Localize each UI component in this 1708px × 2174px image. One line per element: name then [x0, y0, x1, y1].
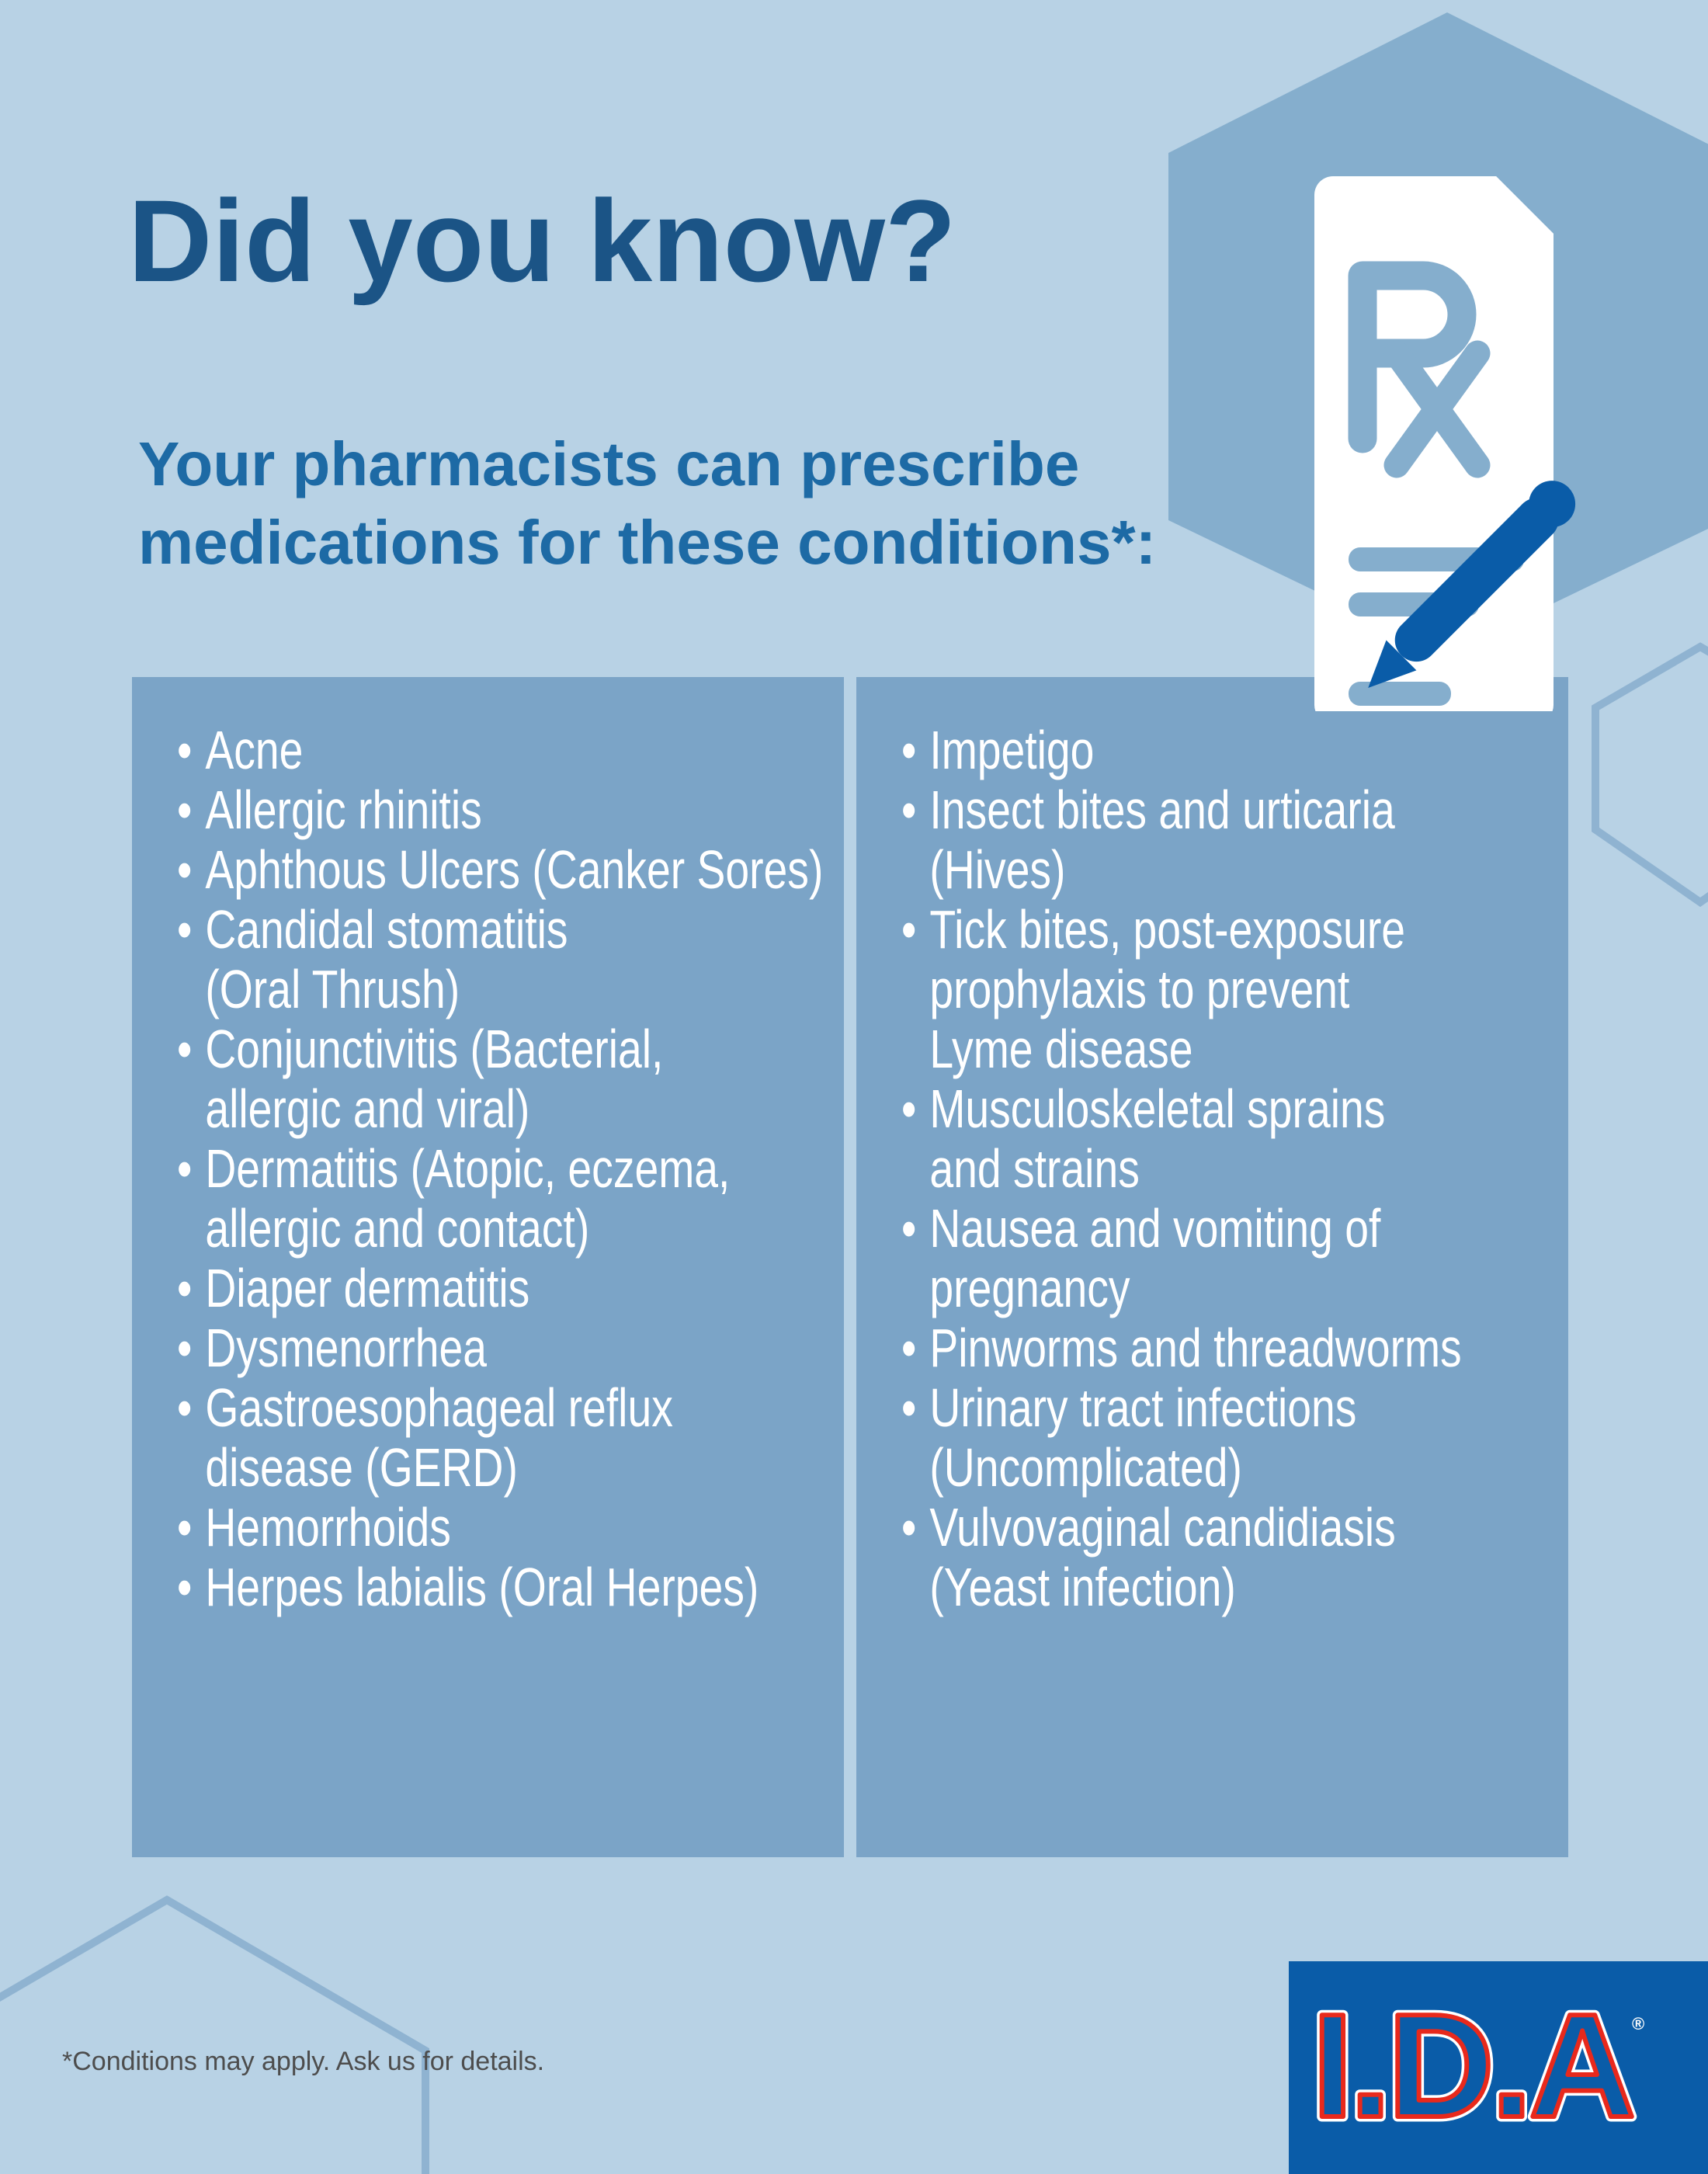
svg-text:®: ® — [1632, 2014, 1644, 2033]
svg-text:I.D.A: I.D.A — [1312, 1984, 1633, 2148]
